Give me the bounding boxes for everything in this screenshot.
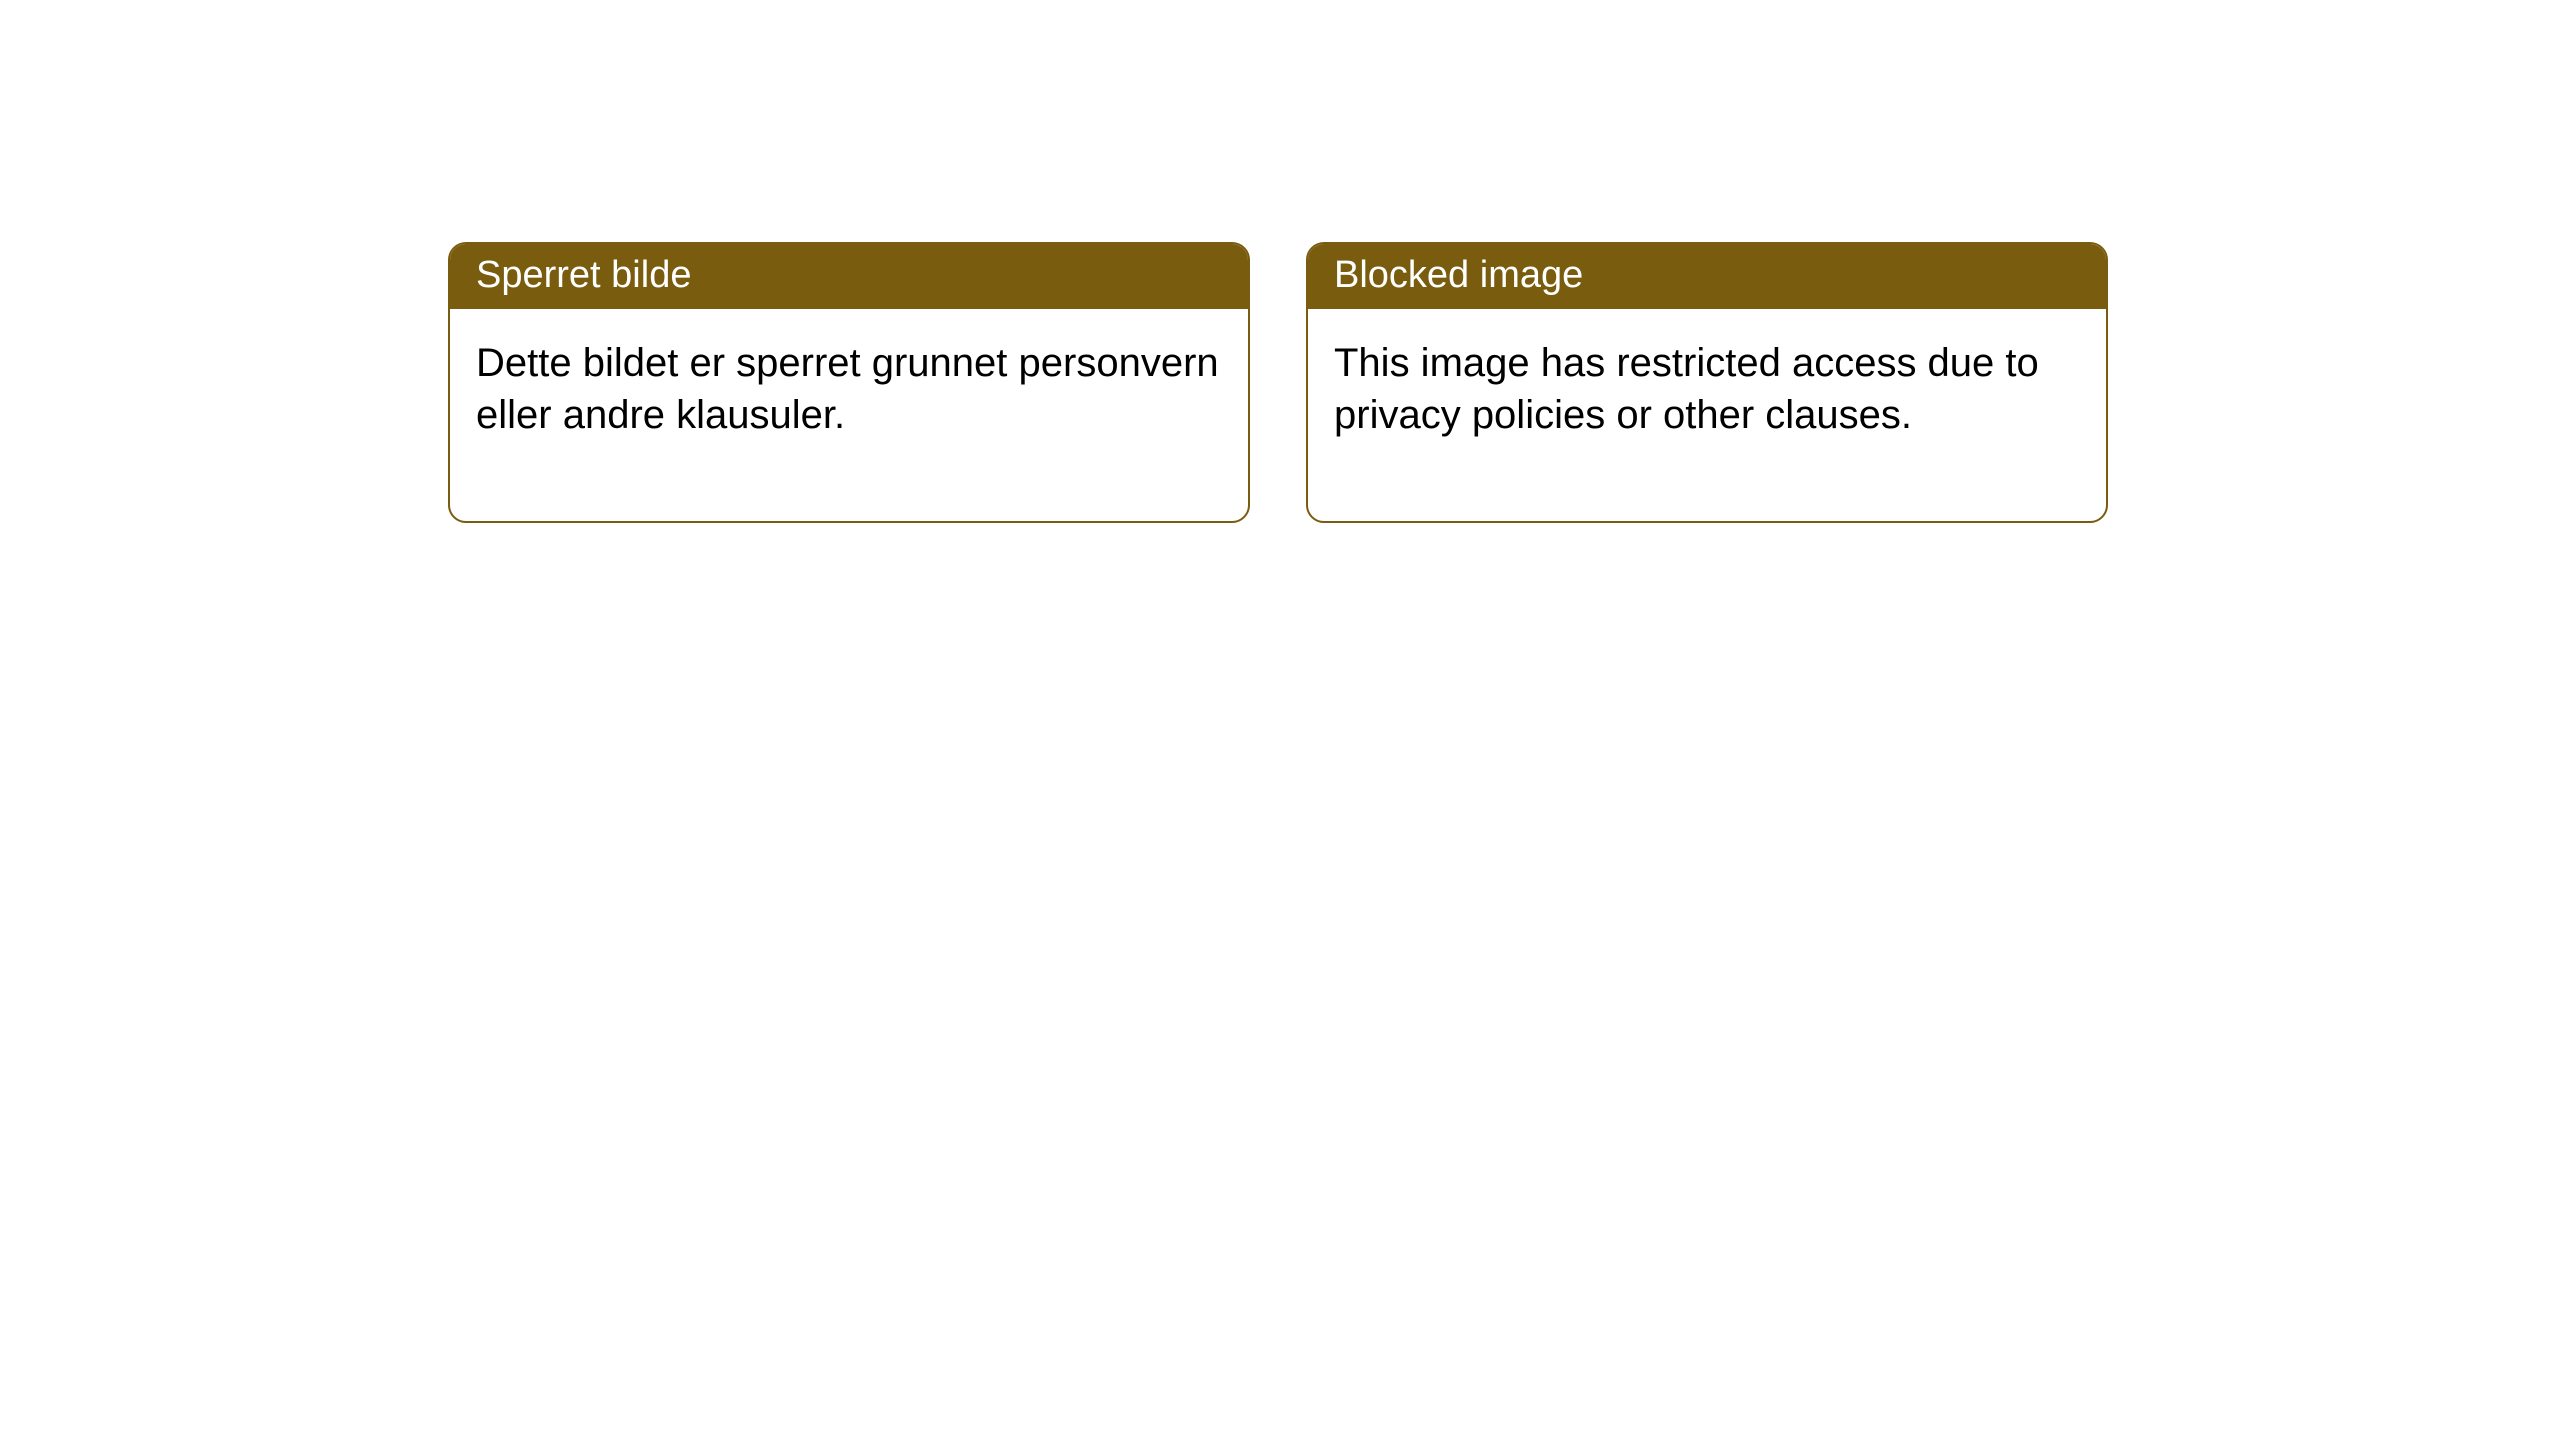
card-message: This image has restricted access due to …: [1334, 341, 2039, 437]
card-header: Blocked image: [1308, 244, 2106, 309]
card-title: Blocked image: [1334, 254, 1583, 296]
card-body: Dette bildet er sperret grunnet personve…: [450, 309, 1248, 521]
notice-card-english: Blocked image This image has restricted …: [1306, 242, 2108, 523]
notice-card-norwegian: Sperret bilde Dette bildet er sperret gr…: [448, 242, 1250, 523]
card-body: This image has restricted access due to …: [1308, 309, 2106, 521]
card-header: Sperret bilde: [450, 244, 1248, 309]
notice-cards-container: Sperret bilde Dette bildet er sperret gr…: [448, 242, 2108, 523]
card-message: Dette bildet er sperret grunnet personve…: [476, 341, 1219, 437]
card-title: Sperret bilde: [476, 254, 691, 296]
